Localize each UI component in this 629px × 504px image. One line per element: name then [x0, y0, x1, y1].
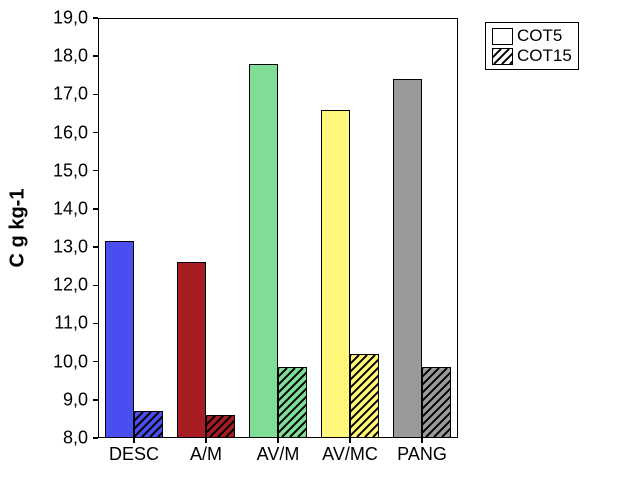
bar-hatch	[279, 368, 306, 437]
y-tick-label: 13,0	[0, 237, 88, 258]
y-tick	[93, 399, 98, 401]
y-tick	[93, 17, 98, 19]
bar	[422, 367, 451, 438]
bar-hatch	[207, 416, 234, 437]
y-tick	[93, 323, 98, 325]
y-tick	[93, 208, 98, 210]
y-tick-label: 12,0	[0, 275, 88, 296]
bar	[393, 79, 422, 438]
y-tick-label: 15,0	[0, 160, 88, 181]
bar	[249, 64, 278, 438]
bar	[350, 354, 379, 438]
y-tick	[93, 246, 98, 248]
legend-label: COT15	[517, 46, 572, 66]
y-tick	[93, 94, 98, 96]
bar-hatch	[423, 368, 450, 437]
y-tick-label: 19,0	[0, 8, 88, 29]
y-tick-label: 9,0	[0, 389, 88, 410]
y-tick-label: 16,0	[0, 122, 88, 143]
y-tick	[93, 361, 98, 363]
y-tick-label: 11,0	[0, 313, 88, 334]
bar	[177, 262, 206, 438]
bar	[105, 241, 134, 438]
y-tick	[93, 285, 98, 287]
legend: COT5COT15	[485, 22, 579, 70]
bar	[206, 415, 235, 438]
y-tick-label: 17,0	[0, 84, 88, 105]
x-tick-label: DESC	[109, 444, 159, 465]
y-tick-label: 10,0	[0, 351, 88, 372]
y-tick-label: 8,0	[0, 428, 88, 449]
bar-hatch	[135, 412, 162, 437]
x-tick	[205, 438, 207, 443]
bar	[134, 411, 163, 438]
legend-label: COT5	[517, 26, 562, 46]
bar	[321, 110, 350, 438]
y-tick	[93, 132, 98, 134]
y-tick	[93, 170, 98, 172]
legend-row: COT15	[492, 46, 572, 66]
legend-swatch	[492, 48, 513, 65]
legend-swatch	[492, 28, 513, 45]
x-tick	[133, 438, 135, 443]
y-tick	[93, 437, 98, 439]
x-tick	[349, 438, 351, 443]
x-tick-label: AV/M	[257, 444, 300, 465]
x-tick-label: AV/MC	[322, 444, 378, 465]
x-tick	[277, 438, 279, 443]
legend-row: COT5	[492, 26, 572, 46]
y-tick-label: 18,0	[0, 46, 88, 67]
x-tick	[421, 438, 423, 443]
x-tick-label: A/M	[190, 444, 222, 465]
bar	[278, 367, 307, 438]
y-tick	[93, 55, 98, 57]
y-tick-label: 14,0	[0, 198, 88, 219]
x-tick-label: PANG	[397, 444, 447, 465]
bar-hatch	[351, 355, 378, 437]
chart-container: C g kg-1 8,09,010,011,012,013,014,015,01…	[0, 0, 629, 504]
